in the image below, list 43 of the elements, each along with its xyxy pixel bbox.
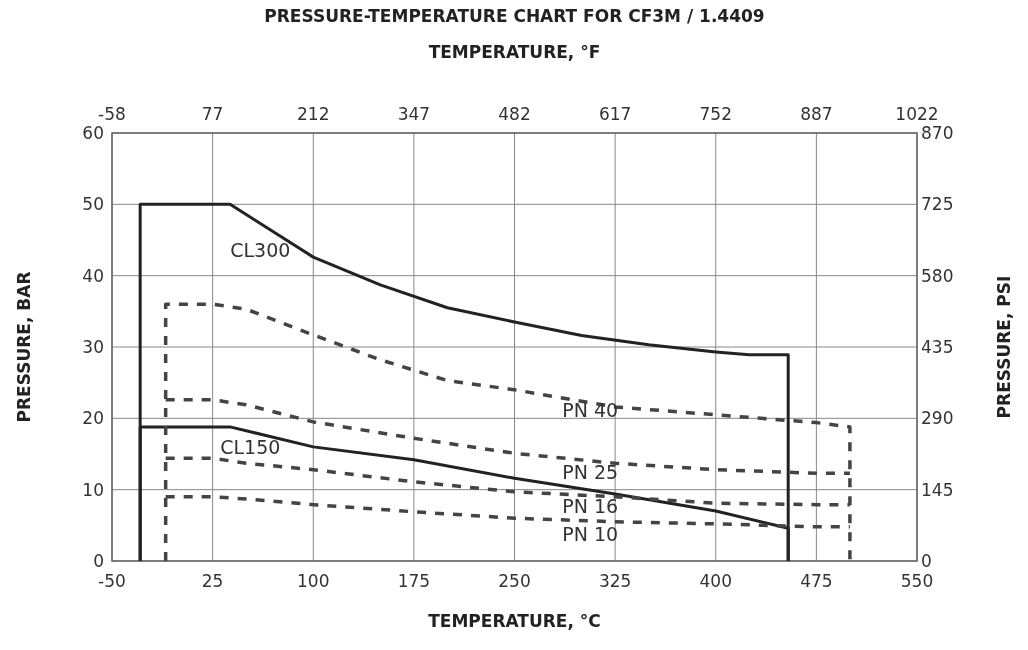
x-tick-label: 550 — [900, 571, 934, 591]
x2-tick-label: 887 — [800, 104, 833, 124]
y-tick-label: 50 — [82, 194, 104, 215]
x-tick-label: -50 — [98, 571, 126, 591]
x2-tick-label: 347 — [397, 104, 431, 124]
y2-tick-label: 435 — [921, 336, 954, 357]
x2-tick-label: 212 — [297, 104, 330, 124]
x-tick-label: 475 — [800, 571, 833, 591]
y2-axis-title: PRESSURE, PSI — [994, 275, 1014, 419]
y-axis-title: PRESSURE, BAR — [14, 271, 34, 423]
y-tick-label: 40 — [82, 265, 104, 286]
x-tick-label: 25 — [201, 571, 224, 591]
series-label: PN 25 — [562, 460, 619, 483]
series-label: PN 10 — [562, 523, 619, 546]
x-tick-label: 325 — [598, 571, 632, 591]
y2-tick-label: 0 — [921, 550, 932, 571]
x-tick-label: 100 — [297, 571, 330, 591]
series-label: CL150 — [220, 435, 281, 458]
x-tick-label: 175 — [397, 571, 431, 591]
y-tick-label: 20 — [82, 408, 104, 429]
x2-tick-label: -58 — [98, 104, 126, 124]
y-tick-label: 0 — [93, 550, 104, 571]
series-label: PN 40 — [562, 398, 619, 421]
y-tick-label: 10 — [82, 479, 104, 500]
y2-tick-label: 870 — [921, 122, 954, 143]
series-label: CL300 — [230, 238, 291, 261]
x-axis-title: TEMPERATURE, °C — [428, 611, 601, 631]
x2-tick-label: 482 — [498, 104, 531, 124]
y2-tick-label: 145 — [921, 479, 954, 500]
y2-tick-label: 580 — [921, 265, 954, 286]
x2-tick-label: 77 — [201, 104, 224, 124]
x-tick-label: 400 — [699, 571, 732, 591]
chart-title: PRESSURE-TEMPERATURE CHART FOR CF3M / 1.4409 — [264, 6, 765, 26]
x2-tick-label: 617 — [598, 104, 632, 124]
x2-tick-label: 1022 — [895, 104, 939, 124]
x2-tick-label: 752 — [699, 104, 732, 124]
x-tick-label: 250 — [498, 571, 531, 591]
y2-tick-label: 725 — [921, 194, 954, 215]
y2-tick-label: 290 — [921, 408, 954, 429]
series-label: PN 16 — [562, 495, 619, 518]
y-tick-label: 30 — [82, 336, 104, 357]
x2-axis-title: TEMPERATURE, °F — [428, 42, 601, 62]
y-tick-label: 60 — [82, 122, 104, 143]
